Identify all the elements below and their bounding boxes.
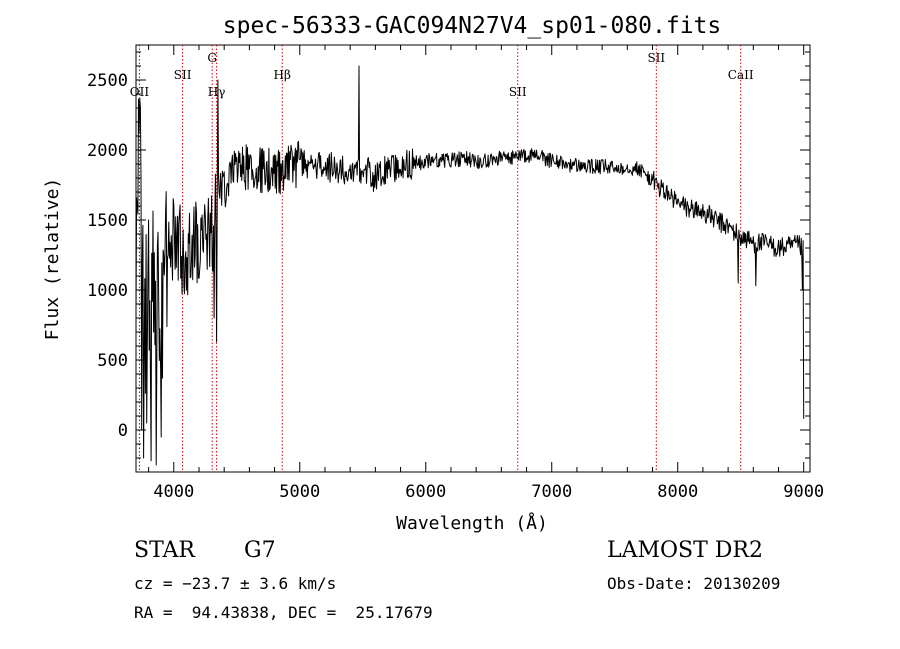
- y-axis-label: Flux (relative): [42, 178, 63, 341]
- y-tick-label: 2000: [87, 141, 128, 161]
- line-markers: OII SII G Hγ Hβ SII SII CaII: [130, 45, 754, 472]
- y-axis-ticks: 0 500 1000 1500 2000 2500: [87, 51, 810, 459]
- x-axis-label: Wavelength (Å): [396, 512, 548, 534]
- y-tick-label: 2500: [87, 71, 128, 91]
- y-tick-label: 500: [97, 351, 128, 371]
- x-tick-label: 4000: [153, 482, 194, 502]
- observation-date: Obs-Date: 20130209: [607, 574, 781, 593]
- object-class: STAR: [134, 538, 195, 563]
- y-tick-label: 0: [118, 421, 128, 441]
- y-tick-label: 1000: [87, 281, 128, 301]
- x-tick-label: 5000: [279, 482, 320, 502]
- line-marker-label: G: [207, 51, 217, 65]
- survey-name: LAMOST DR2: [607, 538, 763, 563]
- x-tick-label: 9000: [783, 482, 824, 502]
- x-tick-label: 8000: [657, 482, 698, 502]
- x-tick-label: 6000: [405, 482, 446, 502]
- coordinates: RA = 94.43838, DEC = 25.17679: [134, 603, 433, 622]
- line-marker-label: SII: [647, 51, 665, 65]
- redshift-cz: cz = −23.7 ± 3.6 km/s: [134, 574, 337, 593]
- line-marker-label: Hγ: [208, 85, 226, 99]
- y-tick-label: 1500: [87, 211, 128, 231]
- line-marker-label: Hβ: [274, 68, 291, 82]
- chart-title: spec-56333-GAC094N27V4_sp01-080.fits: [223, 13, 722, 39]
- spectrum-line: [135, 65, 805, 466]
- plot-frame: [135, 44, 811, 473]
- x-axis-ticks: 4000 5000 6000 7000 8000 9000: [148, 45, 824, 502]
- x-tick-label: 7000: [531, 482, 572, 502]
- line-marker-label: OII: [130, 85, 150, 99]
- line-marker-label: CaII: [728, 68, 754, 82]
- object-subclass: G7: [244, 538, 276, 563]
- line-marker-label: SII: [174, 68, 192, 82]
- line-marker-label: SII: [509, 85, 527, 99]
